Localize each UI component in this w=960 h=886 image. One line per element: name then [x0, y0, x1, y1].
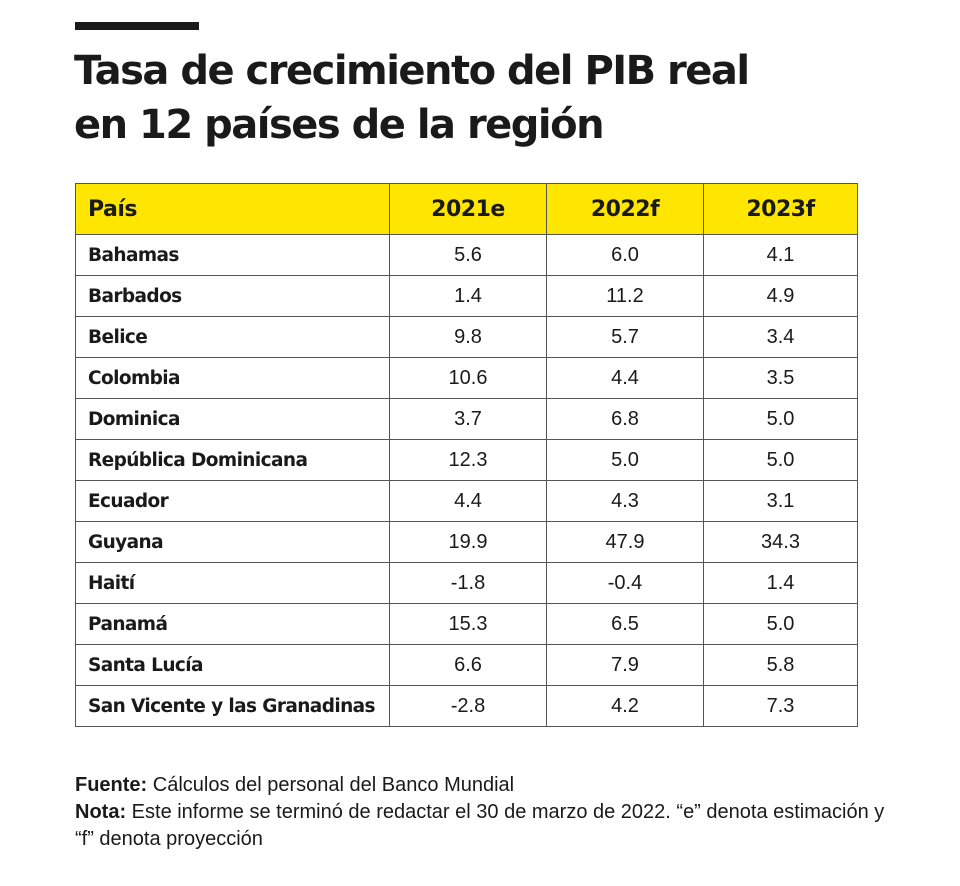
- country-cell: Panamá: [75, 603, 390, 645]
- value-cell-2022f: 47.9: [546, 521, 704, 563]
- value-cell-2023f: 1.4: [703, 562, 858, 604]
- source-note: Fuente: Cálculos del personal del Banco …: [75, 772, 895, 799]
- value-cell-2021e: 6.6: [389, 644, 547, 686]
- country-cell: Dominica: [75, 398, 390, 440]
- value-cell-2022f: 11.2: [546, 275, 704, 317]
- value-cell-2022f: 7.9: [546, 644, 704, 686]
- value-cell-2022f: 6.8: [546, 398, 704, 440]
- value-cell-2022f: 4.2: [546, 685, 704, 727]
- table-row: Dominica 3.7 6.8 5.0: [75, 398, 858, 440]
- table-row: Guyana 19.9 47.9 34.3: [75, 521, 858, 563]
- value-cell-2023f: 5.0: [703, 603, 858, 645]
- table-row: Colombia 10.6 4.4 3.5: [75, 357, 858, 399]
- country-cell: Belice: [75, 316, 390, 358]
- value-cell-2021e: 15.3: [389, 603, 547, 645]
- value-cell-2021e: 12.3: [389, 439, 547, 481]
- value-cell-2023f: 4.1: [703, 234, 858, 276]
- country-cell: Bahamas: [75, 234, 390, 276]
- decorative-rule: [75, 22, 199, 30]
- column-header-2021e: 2021e: [389, 183, 547, 235]
- table-row: Bahamas 5.6 6.0 4.1: [75, 234, 858, 276]
- source-text: Cálculos del personal del Banco Mundial: [147, 774, 515, 796]
- column-header-2023f: 2023f: [703, 183, 858, 235]
- table-row: Barbados 1.4 11.2 4.9: [75, 275, 858, 317]
- table-header-row: País 2021e 2022f 2023f: [75, 183, 858, 235]
- value-cell-2021e: -2.8: [389, 685, 547, 727]
- value-cell-2022f: -0.4: [546, 562, 704, 604]
- gdp-growth-table: País 2021e 2022f 2023f Bahamas 5.6 6.0 4…: [75, 183, 858, 727]
- value-cell-2023f: 5.0: [703, 439, 858, 481]
- table-row: República Dominicana 12.3 5.0 5.0: [75, 439, 858, 481]
- value-cell-2023f: 34.3: [703, 521, 858, 563]
- country-cell: San Vicente y las Granadinas: [75, 685, 390, 727]
- value-cell-2022f: 4.4: [546, 357, 704, 399]
- table-row: San Vicente y las Granadinas -2.8 4.2 7.…: [75, 685, 858, 727]
- column-header-2022f: 2022f: [546, 183, 704, 235]
- country-cell: Guyana: [75, 521, 390, 563]
- country-cell: Barbados: [75, 275, 390, 317]
- table-row: Santa Lucía 6.6 7.9 5.8: [75, 644, 858, 686]
- value-cell-2022f: 6.0: [546, 234, 704, 276]
- value-cell-2021e: 1.4: [389, 275, 547, 317]
- country-cell: República Dominicana: [75, 439, 390, 481]
- value-cell-2023f: 3.5: [703, 357, 858, 399]
- country-cell: Santa Lucía: [75, 644, 390, 686]
- value-cell-2023f: 3.1: [703, 480, 858, 522]
- value-cell-2021e: 5.6: [389, 234, 547, 276]
- title-line-2: en 12 países de la región: [74, 102, 605, 148]
- value-cell-2022f: 5.7: [546, 316, 704, 358]
- table-row: Belice 9.8 5.7 3.4: [75, 316, 858, 358]
- value-cell-2021e: 4.4: [389, 480, 547, 522]
- value-cell-2021e: -1.8: [389, 562, 547, 604]
- value-cell-2023f: 5.0: [703, 398, 858, 440]
- value-cell-2021e: 10.6: [389, 357, 547, 399]
- note-label: Nota:: [75, 801, 127, 823]
- value-cell-2023f: 5.8: [703, 644, 858, 686]
- column-header-country: País: [75, 183, 390, 235]
- country-cell: Haití: [75, 562, 390, 604]
- methodology-note: Nota: Este informe se terminó de redacta…: [75, 799, 895, 853]
- value-cell-2021e: 3.7: [389, 398, 547, 440]
- table-row: Haití -1.8 -0.4 1.4: [75, 562, 858, 604]
- value-cell-2023f: 4.9: [703, 275, 858, 317]
- value-cell-2022f: 5.0: [546, 439, 704, 481]
- value-cell-2021e: 19.9: [389, 521, 547, 563]
- value-cell-2022f: 4.3: [546, 480, 704, 522]
- page-title: Tasa de crecimiento del PIB real en 12 p…: [74, 44, 894, 152]
- table-row: Panamá 15.3 6.5 5.0: [75, 603, 858, 645]
- value-cell-2021e: 9.8: [389, 316, 547, 358]
- table-row: Ecuador 4.4 4.3 3.1: [75, 480, 858, 522]
- note-text: Este informe se terminó de redactar el 3…: [75, 801, 885, 850]
- value-cell-2022f: 6.5: [546, 603, 704, 645]
- footnotes: Fuente: Cálculos del personal del Banco …: [75, 772, 895, 853]
- country-cell: Ecuador: [75, 480, 390, 522]
- value-cell-2023f: 3.4: [703, 316, 858, 358]
- country-cell: Colombia: [75, 357, 390, 399]
- source-label: Fuente:: [75, 774, 148, 796]
- title-line-1: Tasa de crecimiento del PIB real: [74, 48, 750, 94]
- value-cell-2023f: 7.3: [703, 685, 858, 727]
